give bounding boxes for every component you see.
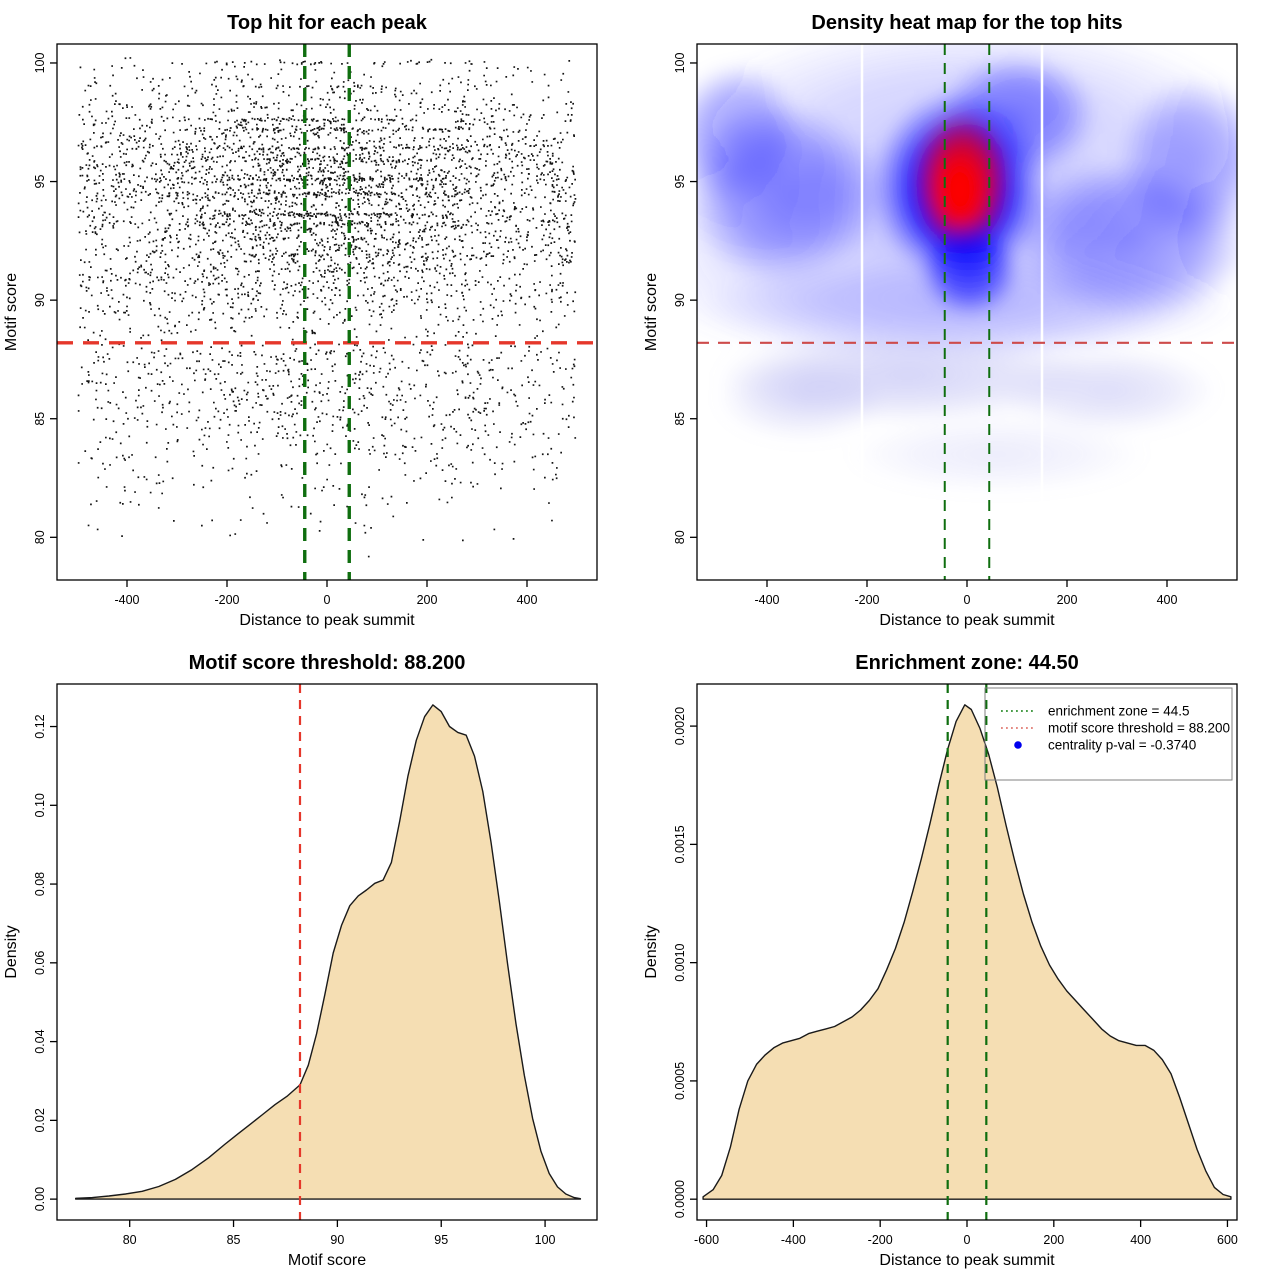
y-tick-label: 95 [33,175,47,189]
clipped-content [57,44,597,580]
plot-border [56,683,598,1221]
scatter-points [77,57,577,558]
y-tick-label: 0.08 [33,872,47,896]
panel-distance-density: -600 -400 -200 0 200 400 600 0.0000 0.0005 0.0010… [640,640,1280,1280]
x-axis-label: Motif score [288,1252,366,1269]
heat-blob [997,347,1217,433]
y-axis-label: Density [643,925,660,978]
x-tick-label: -400 [114,593,139,607]
x-tick-label: -600 [694,1233,719,1247]
axes: -600 -400 -200 0 200 400 600 0.0000 0.0005 0.0010… [673,707,1238,1247]
y-tick-label: 0.0010 [673,943,687,981]
x-axis-label: Distance to peak summit [879,1252,1055,1269]
panel-title: Motif score threshold: 88.200 [189,652,466,674]
panel-title: Enrichment zone: 44.50 [855,652,1078,674]
panel-motif-score-density: 80 85 90 95 100 0.00 0.02 0.04 0.06 0.08 0.10 0.12 … [0,640,640,1280]
y-tick-label: 0.10 [33,793,47,817]
y-tick-label: 0.0020 [673,707,687,745]
x-tick-label: 80 [123,1233,137,1247]
y-tick-label: 100 [33,52,47,73]
x-tick-label: 100 [535,1233,556,1247]
heat-blob [1117,77,1237,248]
x-tick-label: -400 [781,1233,806,1247]
heat-blob [697,62,802,206]
density-plot-svg: -600 -400 -200 0 200 400 600 0.0000 0.0005 0.0010… [643,652,1238,1269]
x-tick-label: 400 [517,593,538,607]
x-tick-label: 90 [330,1233,344,1247]
y-tick-label: 0.0005 [673,1062,687,1100]
x-tick-label: 600 [1217,1233,1238,1247]
y-axis-label: Motif score [643,273,660,351]
y-tick-label: 85 [673,412,687,426]
scatter-plot-svg: -400 -200 0 200 400 80 85 90 95 100 Top hit for e… [3,12,598,629]
heat-blob [929,145,990,237]
y-tick-label: 85 [33,412,47,426]
heat-blob [697,252,1237,358]
plot-content: -400 -200 0 200 400 80 85 90 95 100 [33,44,597,607]
y-axis-label: Motif score [3,273,20,351]
y-tick-label: 90 [33,293,47,307]
heat-blob [717,354,887,441]
x-tick-label: 95 [434,1233,448,1247]
x-axis-label: Distance to peak summit [879,612,1055,629]
plot-border [56,43,598,581]
y-axis-label: Density [3,925,20,978]
plot-content: -400 -200 0 200 400 80 85 90 95 100 [673,44,1237,607]
y-tick-label: 0.0015 [673,825,687,863]
plot-content: -600 -400 -200 0 200 400 600 0.0000 0.0005 0.0010… [673,684,1238,1247]
legend-item-label: centrality p-val = -0.3740 [1048,738,1196,753]
x-tick-label: -400 [754,593,779,607]
panel-density-heatmap: -400 -200 0 200 400 80 85 90 95 100 Density heat … [640,0,1280,640]
legend-item-label: motif score threshold = 88.200 [1048,721,1230,736]
density-plot-svg: 80 85 90 95 1000.000.020.040.060.080.100.12 … [3,652,598,1269]
clipped-content [697,44,1237,580]
legend: enrichment zone = 44.5 motif score thresh… [984,687,1233,781]
legend-dot-icon [1014,741,1022,749]
y-tick-label: 90 [673,293,687,307]
heatmap-svg: -400 -200 0 200 400 80 85 90 95 100 Density heat … [643,12,1238,629]
plot-border [696,43,1238,581]
x-axis-label: Distance to peak summit [239,612,415,629]
axes: 80 85 90 95 100 0.00 0.02 0.04 0.06 0.08 0.10 0.12 [33,714,556,1247]
x-tick-label: -200 [854,593,879,607]
x-tick-label: 400 [1157,593,1178,607]
clipped-content [702,684,1232,1220]
density-curve [75,704,582,1200]
y-tick-label: 0.04 [33,1029,47,1053]
density-blobs [697,44,1237,493]
x-tick-label: 200 [1057,593,1078,607]
panel-title: Top hit for each peak [227,12,428,34]
x-tick-label: -200 [868,1233,893,1247]
density-curve [702,704,1232,1200]
y-tick-label: 80 [673,530,687,544]
y-tick-label: 100 [673,52,687,73]
y-tick-label: 0.12 [33,714,47,738]
y-tick-label: 95 [673,175,687,189]
x-tick-label: 0 [964,593,971,607]
panel-title: Density heat map for the top hits [811,12,1122,34]
x-tick-label: 0 [324,593,331,607]
y-tick-label: 0.0000 [673,1180,687,1218]
panel-top-hit-scatter: -400 -200 0 200 400 80 85 90 95 100 Top hit for e… [0,0,640,640]
axes: -400 -200 0 200 400 80 85 90 95 100 [673,52,1177,607]
axes: -400 -200 0 200 400 80 85 90 95 100 [33,52,537,607]
plot-content: 80 85 90 95 100 0.00 0.02 0.04 0.06 0.08 0.10 0.12 [33,684,582,1247]
y-tick-label: 0.02 [33,1108,47,1132]
x-tick-label: -200 [214,593,239,607]
x-tick-label: 400 [1130,1233,1151,1247]
y-tick-label: 0.06 [33,951,47,975]
legend-item-label: enrichment zone = 44.5 [1048,704,1189,719]
y-tick-label: 0.00 [33,1187,47,1211]
heat-blob [847,416,1147,493]
clipped-content [75,684,582,1220]
x-tick-label: 200 [417,593,438,607]
x-tick-label: 85 [227,1233,241,1247]
plot-border [696,683,1238,1221]
x-tick-label: 200 [1043,1233,1064,1247]
legend-box [984,687,1233,781]
y-tick-label: 80 [33,530,47,544]
x-tick-label: 0 [964,1233,971,1247]
